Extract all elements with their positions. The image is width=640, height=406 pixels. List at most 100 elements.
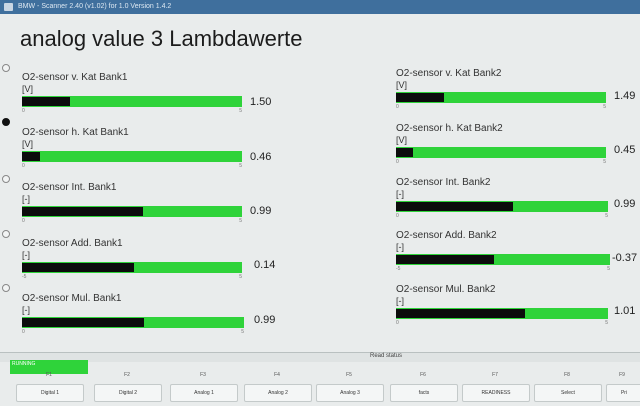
gauge-fill (22, 263, 135, 272)
gauge-label: O2-sensor Add. Bank2 (396, 230, 497, 241)
status-bar: Read status (0, 353, 640, 362)
analog-2-button[interactable]: Analog 2 (244, 384, 312, 402)
scale-max: 5 (241, 329, 244, 335)
scale-min: 0 (22, 163, 25, 169)
radio-option-1[interactable] (2, 64, 10, 72)
fkey-f8: F8 Select (532, 362, 602, 406)
readiness-button[interactable]: READINESS (462, 384, 530, 402)
status-text: Read status (370, 353, 403, 359)
radio-option-3[interactable] (2, 175, 10, 183)
gauge-bar (22, 96, 242, 107)
gauge-o2-add-bank2: O2-sensor Add. Bank2 [-] -5 5 (396, 230, 610, 273)
gauge-bar (22, 317, 244, 328)
app-icon (4, 3, 13, 11)
gauge-fill (396, 202, 513, 211)
scale-min: 0 (22, 108, 25, 114)
gauge-unit: [-] (22, 250, 30, 260)
scale-min: 0 (396, 320, 399, 326)
radio-option-2[interactable] (2, 118, 10, 126)
gauge-value: 0.46 (250, 151, 272, 163)
fkey-number: F4 (274, 372, 280, 378)
gauge-label: O2-sensor Mul. Bank2 (396, 284, 496, 295)
gauge-bar (22, 262, 242, 273)
gauge-label: O2-sensor v. Kat Bank2 (396, 68, 502, 79)
fkey-number: F8 (564, 372, 570, 378)
gauge-unit: [-] (396, 242, 404, 252)
gauge-label: O2-sensor v. Kat Bank1 (22, 72, 128, 83)
select-button[interactable]: Select (534, 384, 602, 402)
gauge-unit: [V] (22, 139, 34, 149)
fkey-f7: F7 READINESS (460, 362, 530, 406)
gauge-unit: [V] (396, 135, 408, 145)
gauge-label: O2-sensor Add. Bank1 (22, 238, 123, 249)
gauge-scale: -5 5 (396, 265, 610, 273)
fkey-f5: F5 Analog 3 (314, 362, 384, 406)
analog-3-button[interactable]: Analog 3 (316, 384, 384, 402)
gauge-unit: [V] (396, 80, 408, 90)
scale-min: 0 (396, 159, 399, 165)
gauge-value: 0.45 (614, 144, 636, 156)
radio-option-4[interactable] (2, 230, 10, 238)
fkey-f4: F4 Analog 2 (242, 362, 312, 406)
digital-2-button[interactable]: Digital 2 (94, 384, 162, 402)
gauge-unit: [-] (22, 305, 30, 315)
page-title: analog value 3 Lambdawerte (20, 26, 303, 51)
window-titlebar: BMW - Scanner 2.40 (v1.02) for 1.0 Versi… (0, 0, 640, 14)
gauge-fill (22, 97, 71, 106)
gauge-fill (396, 93, 445, 102)
scale-max: 5 (239, 274, 242, 280)
footer-divider (0, 352, 640, 353)
fkey-number: F9 (619, 372, 625, 378)
scale-min: 0 (396, 213, 399, 219)
fkey-number: F7 (492, 372, 498, 378)
gauge-value: 0.14 (254, 259, 276, 271)
facts-button[interactable]: facts (390, 384, 458, 402)
gauge-value: 0.99 (254, 314, 276, 326)
fkey-f2: F2 Digital 2 (92, 362, 162, 406)
fkey-f1: F1 Digital 1 (14, 362, 84, 406)
scale-min: -5 (396, 266, 401, 272)
gauge-label: O2-sensor Mul. Bank1 (22, 293, 122, 304)
gauge-value: 0.99 (250, 205, 272, 217)
gauge-fill (396, 255, 495, 264)
scale-max: 5 (239, 108, 242, 114)
scale-max: 5 (603, 104, 606, 110)
gauge-fill (22, 207, 143, 216)
scale-min: 0 (22, 218, 25, 224)
scale-min: -5 (22, 274, 27, 280)
gauge-label: O2-sensor Int. Bank2 (396, 177, 491, 188)
function-key-bar: F1 Digital 1 F2 Digital 2 F3 Analog 1 F4… (0, 362, 640, 406)
gauge-value: -0.37 (612, 252, 638, 264)
print-button[interactable]: Pri (606, 384, 640, 402)
gauge-fill (22, 152, 40, 161)
gauge-unit: [-] (396, 189, 404, 199)
gauge-value: 1.50 (250, 96, 272, 108)
gauge-unit: [-] (396, 296, 404, 306)
digital-1-button[interactable]: Digital 1 (16, 384, 84, 402)
radio-option-5[interactable] (2, 284, 10, 292)
running-indicator: RUNNING (10, 360, 88, 374)
gauge-value: 0.99 (614, 198, 636, 210)
scale-max: 5 (607, 266, 610, 272)
analog-1-button[interactable]: Analog 1 (170, 384, 238, 402)
window-title: BMW - Scanner 2.40 (v1.02) for 1.0 Versi… (18, 3, 172, 10)
fkey-f3: F3 Analog 1 (168, 362, 238, 406)
scale-max: 5 (239, 218, 242, 224)
gauge-fill (396, 148, 413, 157)
fkey-number: F3 (200, 372, 206, 378)
scale-max: 5 (605, 320, 608, 326)
gauge-label: O2-sensor Int. Bank1 (22, 182, 117, 193)
gauge-bar (396, 92, 606, 103)
gauge-value: 1.01 (614, 305, 636, 317)
